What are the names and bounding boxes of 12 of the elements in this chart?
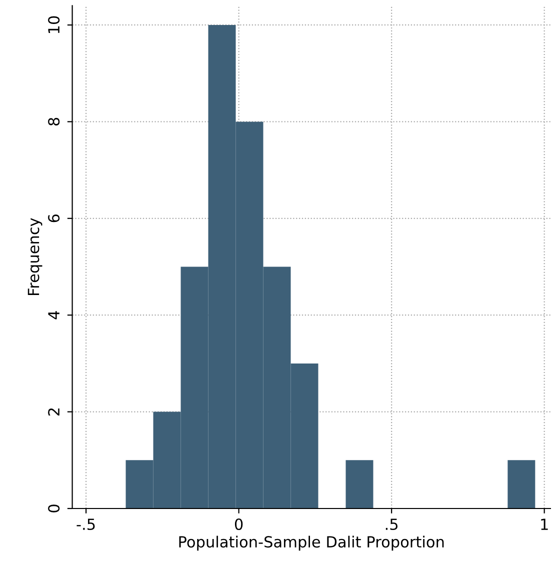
y-tick-label: 8: [48, 118, 60, 126]
x-tick-label: 0: [234, 518, 243, 530]
x-tick-label: .5: [386, 518, 398, 530]
x-axis-title: Population-Sample Dalit Proportion: [179, 536, 444, 551]
y-tick-label: 10: [48, 16, 60, 34]
y-tick-label: 4: [48, 311, 60, 320]
x-tick-label: -.5: [76, 518, 95, 530]
x-tick-label: 1: [541, 518, 548, 530]
y-tick-label: 6: [48, 214, 60, 222]
y-tick-label: 2: [48, 408, 60, 416]
y-axis-title: Frequency: [28, 218, 42, 296]
y-tick-label: 0: [48, 504, 60, 512]
